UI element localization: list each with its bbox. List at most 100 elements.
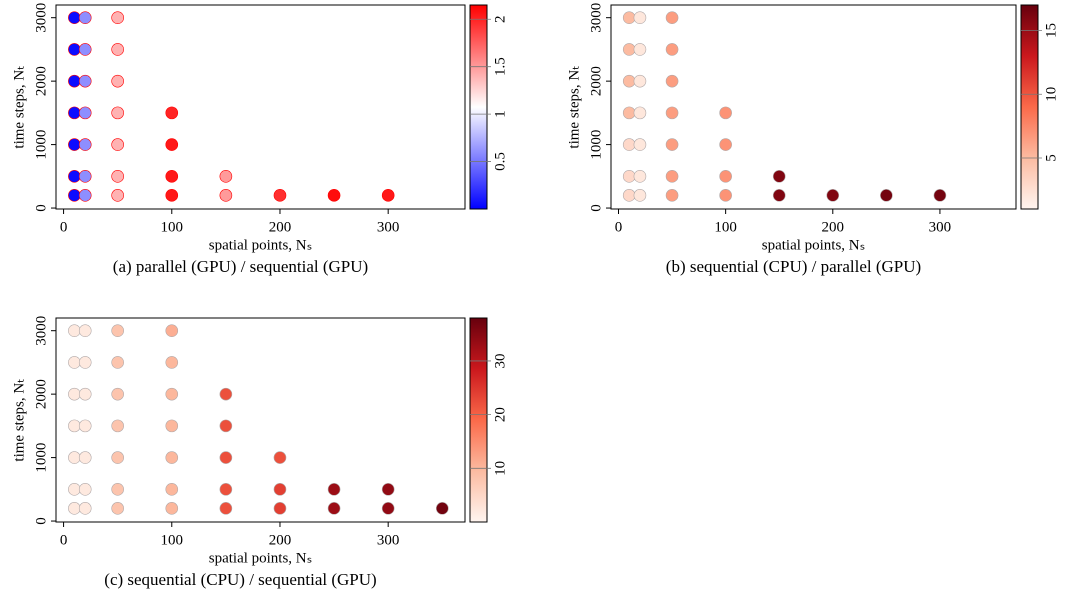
point [111, 502, 124, 515]
point [111, 74, 124, 88]
point [327, 483, 341, 496]
point [719, 189, 732, 202]
x-tick-label: 100 [161, 219, 184, 235]
point [111, 387, 124, 401]
x-tick-label: 0 [615, 219, 623, 235]
point [68, 324, 81, 337]
colorbar-tick-label: 2 [492, 15, 508, 23]
point [622, 43, 636, 56]
point [78, 502, 92, 515]
point [219, 483, 233, 496]
x-tick-label: 200 [822, 219, 845, 235]
x-axis-label: spatial points, Nₛ [209, 237, 313, 253]
point [165, 356, 179, 369]
point [165, 502, 179, 515]
point [68, 387, 81, 401]
point [633, 11, 647, 24]
point [719, 170, 732, 183]
point [219, 451, 233, 464]
point [622, 106, 636, 120]
point [633, 106, 647, 120]
point [111, 11, 124, 24]
point [68, 451, 81, 464]
y-tick-label: 3000 [33, 3, 49, 33]
point [633, 170, 647, 183]
point [622, 74, 636, 88]
point [219, 387, 233, 401]
colorbar-tick-label: 1 [492, 110, 508, 118]
caption: (c) sequential (CPU) / sequential (GPU) [104, 570, 376, 589]
point [665, 138, 679, 151]
point [719, 106, 732, 120]
point [111, 138, 124, 151]
point [219, 502, 233, 515]
point [273, 483, 287, 496]
point [78, 74, 92, 88]
point [772, 189, 786, 202]
caption: (b) sequential (CPU) / parallel (GPU) [666, 257, 921, 276]
colorbar [1020, 4, 1039, 210]
colorbar-tick-label: 20 [492, 407, 508, 422]
x-tick-label: 200 [269, 219, 292, 235]
x-tick-label: 100 [161, 532, 184, 548]
y-tick-label: 0 [33, 517, 49, 525]
y-tick-label: 2000 [33, 66, 49, 96]
point [219, 419, 233, 433]
point [665, 189, 679, 202]
point [273, 502, 287, 515]
plot-frame [610, 4, 1017, 210]
point [68, 106, 81, 120]
point [111, 43, 124, 56]
point [78, 138, 92, 151]
colorbar [469, 317, 488, 523]
x-tick-label: 300 [377, 219, 400, 235]
point [633, 74, 647, 88]
point [68, 189, 81, 202]
point [111, 356, 124, 369]
point [633, 189, 647, 202]
y-tick-label: 1000 [588, 130, 604, 160]
point [665, 43, 679, 56]
point [78, 189, 92, 202]
x-tick-label: 300 [929, 219, 952, 235]
point [78, 483, 92, 496]
point [111, 170, 124, 183]
point [165, 387, 179, 401]
y-tick-label: 0 [33, 204, 49, 212]
y-tick-label: 3000 [33, 316, 49, 346]
point [826, 189, 840, 202]
point [78, 106, 92, 120]
point [719, 138, 732, 151]
point [68, 11, 81, 24]
y-tick-label: 0 [588, 204, 604, 212]
point [665, 74, 679, 88]
point [327, 189, 341, 202]
x-axis-label: spatial points, Nₛ [762, 237, 866, 253]
y-axis-label: time steps, Nₜ [11, 378, 27, 461]
point [111, 324, 124, 337]
point [165, 483, 179, 496]
caption: (a) parallel (GPU) / sequential (GPU) [113, 257, 368, 276]
point [68, 43, 81, 56]
x-axis-label: spatial points, Nₛ [209, 550, 313, 566]
point [622, 11, 636, 24]
point [381, 189, 395, 202]
point [78, 43, 92, 56]
point [68, 356, 81, 369]
point [68, 502, 81, 515]
point [165, 189, 179, 202]
point [665, 11, 679, 24]
point [219, 170, 233, 183]
point [111, 419, 124, 433]
y-axis-label: time steps, Nₜ [566, 65, 582, 148]
point [78, 419, 92, 433]
point [933, 189, 947, 202]
colorbar-tick-label: 15 [1043, 23, 1059, 38]
y-tick-label: 2000 [33, 379, 49, 409]
point [165, 451, 179, 464]
point [327, 502, 341, 515]
point [273, 189, 287, 202]
point [78, 356, 92, 369]
